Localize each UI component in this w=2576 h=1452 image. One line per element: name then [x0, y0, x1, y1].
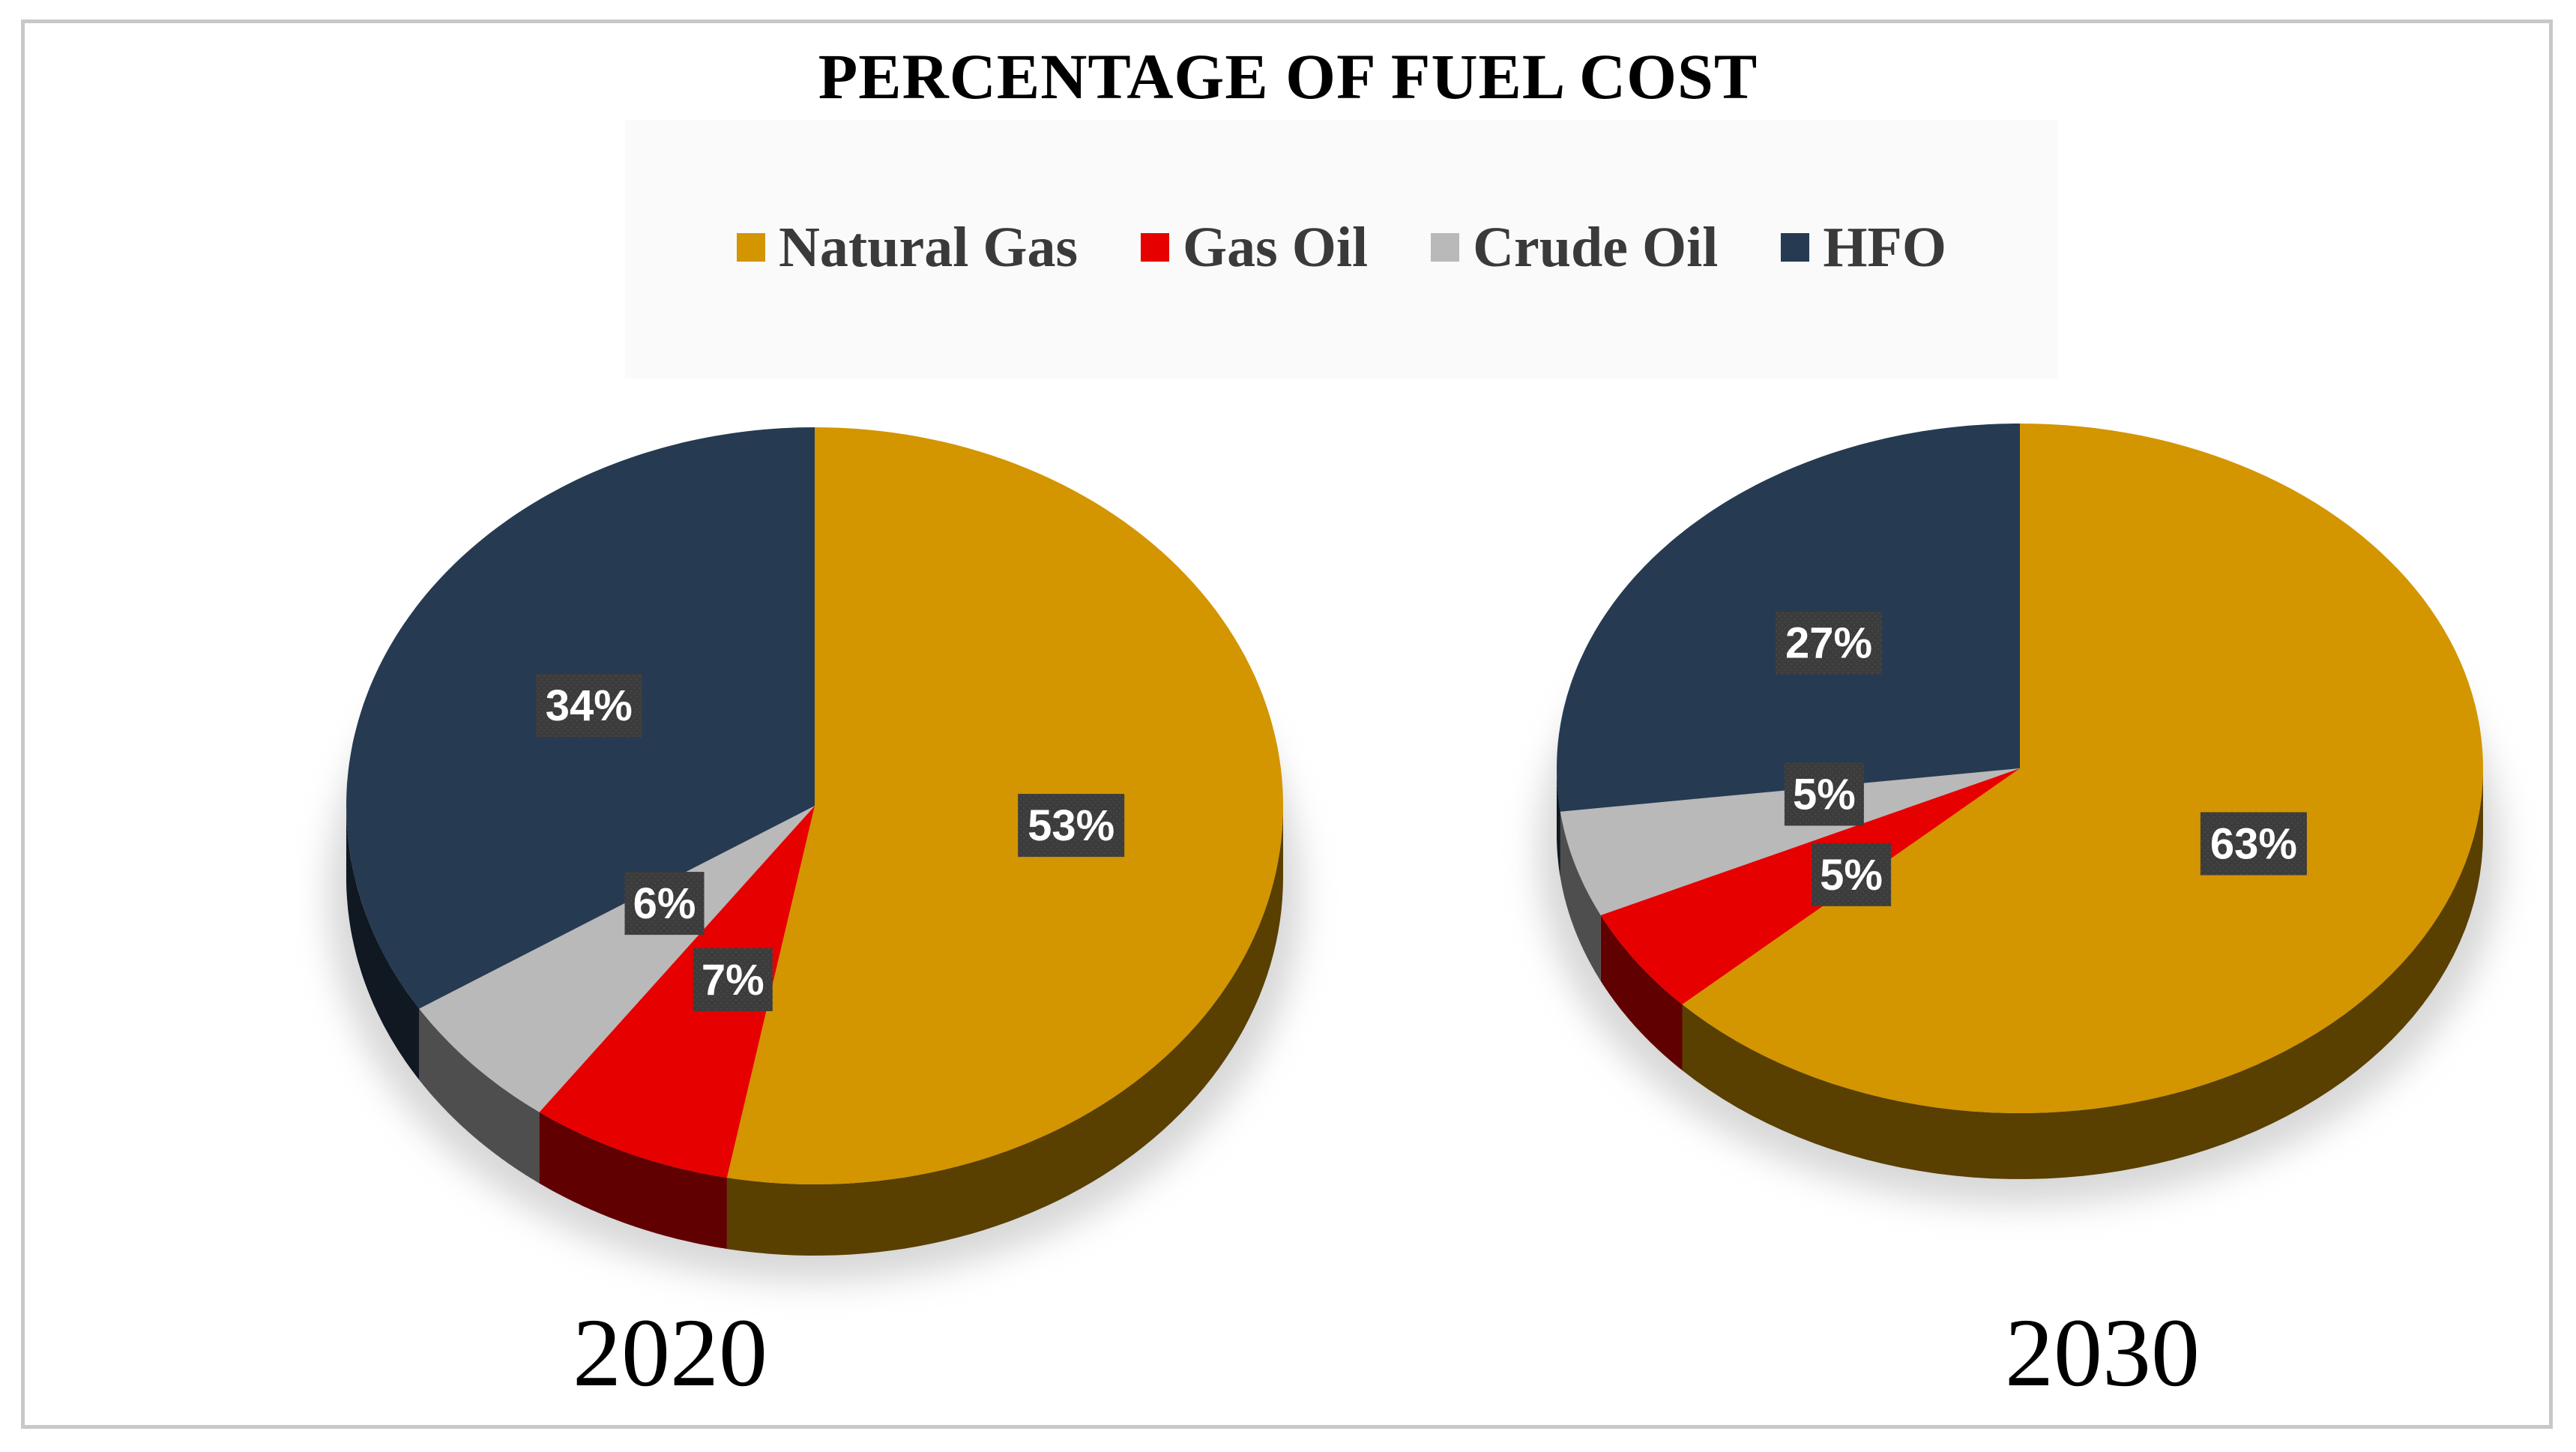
data-label-hfo-2020: 34% [535, 674, 642, 738]
legend-swatch-hfo [1781, 233, 1810, 262]
pie-side-crude-oil-2020 [419, 1008, 540, 1184]
legend-label-natural-gas: Natural Gas [779, 215, 1079, 279]
pie-side-crude-oil-2030 [1560, 811, 1601, 981]
pie-side-natural-gas-2020 [726, 806, 1283, 1256]
pie-2020: 53% 7%6% 34% [328, 427, 1302, 1282]
legend-label-crude-oil: Crude Oil [1473, 215, 1719, 279]
data-label-text-natural-gas-2020: 53% [1028, 801, 1114, 850]
data-label-text-natural-gas-2030: 63% [2210, 820, 2297, 869]
data-label-box-gas-oil-2030 [1812, 843, 1892, 906]
legend-item-crude-oil: Crude Oil [1431, 215, 1718, 280]
data-label-text-gas-oil-2030: 5% [1820, 851, 1883, 900]
pie-side-gas-oil-2020 [539, 1112, 727, 1250]
legend-swatch-crude-oil [1431, 233, 1460, 262]
pie-slice-natural-gas-2030 [1682, 424, 2483, 1113]
legend-label-hfo: HFO [1823, 215, 1946, 279]
data-label-gas-oil-2030: 5% [1812, 843, 1892, 906]
pie-slice-crude-oil-2030 [1560, 768, 2020, 915]
pie-slice-gas-oil-2030 [1600, 768, 2020, 1004]
data-label-hfo-2030: 27% [1776, 611, 1882, 675]
legend-item-gas-oil: Gas Oil [1141, 215, 1368, 280]
year-label-2020: 2020 [573, 1299, 767, 1407]
pie-slice-gas-oil-2020 [539, 806, 815, 1178]
pie-side-gas-oil-2030 [1600, 915, 1683, 1070]
pie-slice-natural-gas-2020 [726, 427, 1283, 1184]
data-label-natural-gas-2020: 53% [1018, 794, 1125, 858]
data-label-box-hfo-2030 [1776, 611, 1882, 675]
legend-swatch-gas-oil [1141, 233, 1170, 262]
data-label-crude-oil-2030: 5% [1784, 762, 1864, 826]
data-label-box-natural-gas-2020 [1018, 794, 1125, 858]
pie-side-hfo-2030 [1557, 768, 1560, 878]
legend-box: Natural Gas Gas Oil Crude Oil HFO [625, 120, 2058, 379]
pie-side-natural-gas-2030 [1682, 768, 2483, 1179]
data-label-text-crude-oil-2020: 6% [633, 879, 696, 928]
legend-item-natural-gas: Natural Gas [737, 215, 1078, 280]
pie-slice-crude-oil-2020 [419, 806, 815, 1112]
data-label-gas-oil-2020: 7% [693, 948, 773, 1011]
data-label-text-hfo-2020: 34% [546, 681, 633, 730]
year-label-2030: 2030 [2005, 1299, 2200, 1407]
legend-swatch-natural-gas [737, 233, 766, 262]
pie-side-hfo-2020 [346, 806, 420, 1080]
legend: Natural Gas Gas Oil Crude Oil HFO [625, 210, 2058, 285]
data-label-natural-gas-2030: 63% [2200, 812, 2307, 876]
pie-2030: 63% 5% 5% 27% [1538, 424, 2502, 1205]
chart-title: PERCENTAGE OF FUEL COST [818, 40, 1758, 112]
data-label-box-crude-oil-2030 [1784, 762, 1864, 826]
data-label-text-gas-oil-2020: 7% [702, 956, 764, 1004]
legend-label-gas-oil: Gas Oil [1183, 215, 1369, 279]
legend-item-hfo: HFO [1781, 215, 1946, 280]
data-label-box-gas-oil-2020 [693, 948, 773, 1011]
data-label-text-hfo-2030: 27% [1785, 619, 1872, 668]
data-label-text-crude-oil-2030: 5% [1793, 771, 1856, 819]
data-label-box-hfo-2020 [535, 674, 642, 738]
data-label-box-natural-gas-2030 [2200, 812, 2307, 876]
data-label-box-crude-oil-2020 [624, 872, 705, 936]
data-label-crude-oil-2020: 6% [624, 872, 705, 936]
